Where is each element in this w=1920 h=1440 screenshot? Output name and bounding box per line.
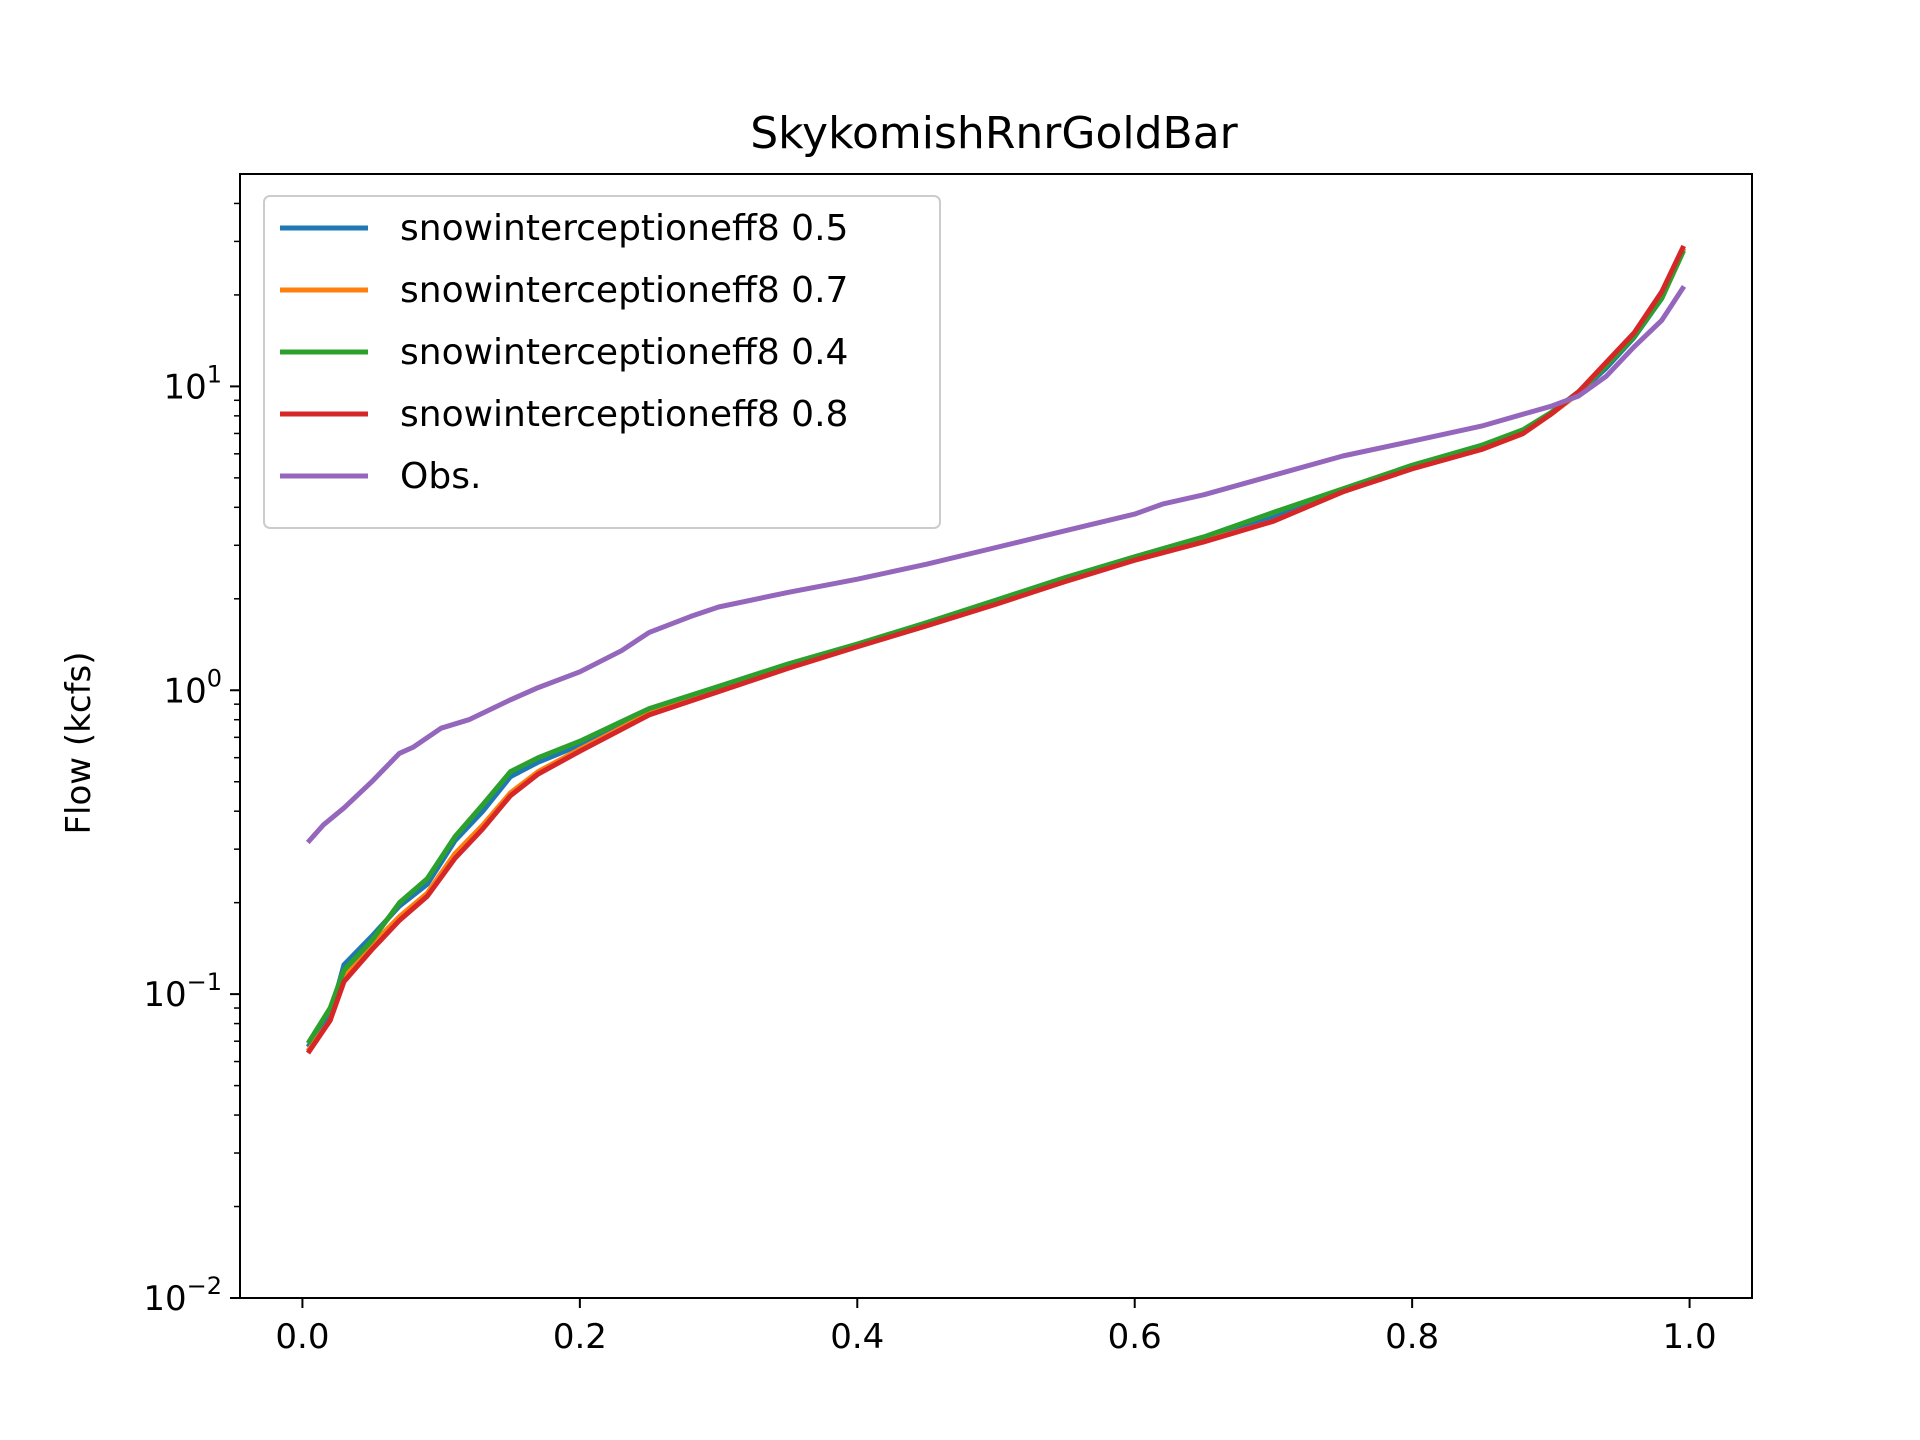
x-tick-label: 0.4 [830,1317,884,1357]
legend-label: snowinterceptioneff8 0.4 [400,332,848,373]
y-tick-label: 101 [163,360,222,407]
legend-label: Obs. [400,456,481,497]
y-tick-label: 10−1 [143,968,222,1015]
legend-label: snowinterceptioneff8 0.7 [400,270,848,311]
series-line-5 [305,285,1687,845]
plot-frame [239,173,1753,1299]
series-line-4 [305,244,1686,1055]
y-axis-label: Flow (kcfs) [59,651,99,834]
x-tick-label: 0.2 [553,1317,607,1357]
x-tick-label: 0.6 [1108,1317,1162,1357]
y-tick-label: 10−2 [143,1272,222,1319]
series-layer [305,244,1687,1055]
legend-label: snowinterceptioneff8 0.8 [400,394,848,435]
x-tick-label: 1.0 [1663,1317,1717,1357]
chart-title: SkykomishRnrGoldBar [750,108,1238,159]
legend-box [263,195,941,529]
legend-label: snowinterceptioneff8 0.5 [400,208,848,249]
legend: snowinterceptioneff8 0.5 snowinterception… [263,195,941,529]
axes-layer: 0.0 0.2 0.4 0.6 0.8 1.0 10−2 10−1 100 101 [143,173,1753,1357]
x-tick-label: 0.0 [275,1317,329,1357]
x-tick-label: 0.8 [1385,1317,1439,1357]
y-tick-label: 100 [163,664,222,711]
